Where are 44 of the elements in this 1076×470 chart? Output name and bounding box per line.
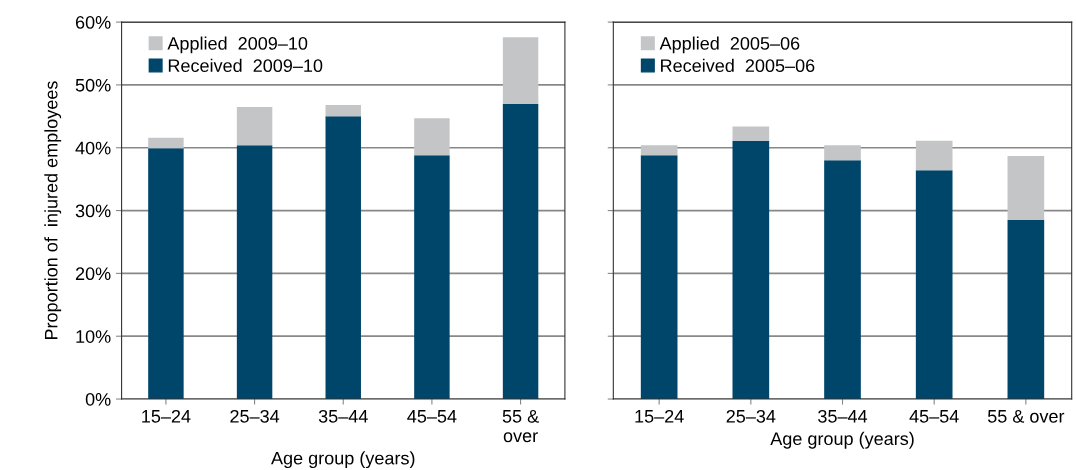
bar xyxy=(414,155,450,400)
bar xyxy=(824,145,861,161)
x-tick-label: 55 & over xyxy=(987,410,1065,423)
bar xyxy=(1007,155,1045,220)
bar xyxy=(148,137,184,149)
bar xyxy=(502,103,539,400)
bar xyxy=(502,37,539,104)
bar xyxy=(1007,219,1045,400)
y-tick-label: 60% xyxy=(75,16,111,29)
x-tick-label: 35–44 xyxy=(318,409,368,423)
y-tick-label: 10% xyxy=(76,330,111,343)
legend-label: Applied 2009–10 xyxy=(167,36,308,54)
bar xyxy=(824,160,861,400)
bar xyxy=(915,170,953,400)
x-tick-label: 25–34 xyxy=(230,409,280,423)
bar xyxy=(915,140,953,171)
y-tick-label: 30% xyxy=(75,204,111,218)
bar xyxy=(236,106,273,146)
bar xyxy=(325,105,361,117)
bar xyxy=(640,155,678,400)
legend-label: Applied 2005–06 xyxy=(659,36,800,54)
bar xyxy=(732,126,770,141)
x-tick-label: 15–24 xyxy=(142,409,191,423)
y-tick-label: 20% xyxy=(75,267,111,281)
legend-label: Received 2009–10 xyxy=(168,58,323,73)
y-tick-label: 40% xyxy=(75,141,111,155)
y-tick-label: 0% xyxy=(85,392,111,406)
bar xyxy=(148,148,184,400)
x-tick-label: 25–34 xyxy=(726,409,776,423)
x-axis-title: Age group (years) xyxy=(271,451,415,469)
x-tick-label: 55 & over xyxy=(502,410,539,443)
bar xyxy=(236,145,273,400)
bar xyxy=(640,145,678,156)
x-tick-label: 15–24 xyxy=(635,409,684,423)
legend-label: Received 2005–06 xyxy=(661,58,815,73)
x-axis-title: Age group (years) xyxy=(770,431,914,449)
y-axis-title: Proportion of injured employees xyxy=(44,81,62,340)
bar xyxy=(732,140,770,400)
x-tick-label: 45–54 xyxy=(407,410,457,423)
x-tick-label: 45–54 xyxy=(909,410,959,423)
bar xyxy=(414,118,450,156)
x-tick-label: 35–44 xyxy=(818,409,868,423)
y-tick-label: 50% xyxy=(75,78,111,92)
bar xyxy=(325,116,361,400)
